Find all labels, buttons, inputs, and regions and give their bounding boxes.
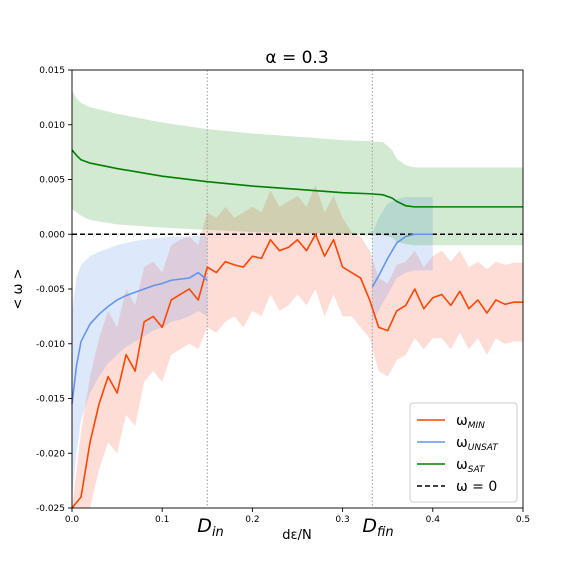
marker-label-1: Dfin — [362, 515, 393, 540]
band-min-0 — [72, 184, 523, 508]
chart-title: α = 0.3 — [265, 48, 328, 68]
y-tick-label: -0.025 — [36, 504, 65, 514]
band-sat-0 — [72, 90, 523, 246]
line-sat-0 — [71, 149, 523, 208]
x-tick-label: 0.2 — [245, 515, 259, 525]
y-axis-label: < ω > — [11, 269, 26, 310]
legend-label-zero-line: ω = 0 — [456, 479, 497, 495]
band-unsat-1 — [372, 197, 433, 322]
y-tick-label: 0.005 — [39, 176, 65, 186]
series-lines — [71, 149, 523, 509]
line-min-0 — [71, 233, 523, 509]
y-tick-label: -0.010 — [36, 340, 65, 350]
y-tick-label: 0.015 — [39, 66, 65, 76]
y-tick-label: -0.020 — [36, 449, 65, 459]
line-unsat-1 — [371, 233, 433, 288]
y-tick-label: 0.000 — [39, 230, 65, 240]
y-tick-label: -0.005 — [36, 285, 65, 295]
y-tick-label: -0.015 — [36, 395, 65, 405]
y-tick-label: 0.010 — [39, 121, 65, 131]
x-tick-label: 0.0 — [65, 515, 80, 525]
x-tick-label: 0.5 — [516, 515, 530, 525]
legend-box — [409, 402, 518, 503]
marker-label-0: Din — [197, 515, 224, 540]
x-tick-label: 0.4 — [426, 515, 441, 525]
band-unsat-0 — [72, 235, 208, 498]
y-axis-ticks: 0.015 0.010 0.005 0.000 -0.005 -0.010 -0.015 -0… — [36, 66, 72, 514]
x-tick-label: 0.3 — [335, 515, 349, 525]
marker-lines — [206, 70, 373, 508]
x-axis-label: dε/N — [282, 528, 311, 543]
line-unsat-0 — [71, 271, 208, 405]
x-axis-ticks: 0.0 0.1 0.2 0.3 0.4 0.5 — [65, 508, 530, 525]
x-tick-label: 0.1 — [155, 515, 169, 525]
